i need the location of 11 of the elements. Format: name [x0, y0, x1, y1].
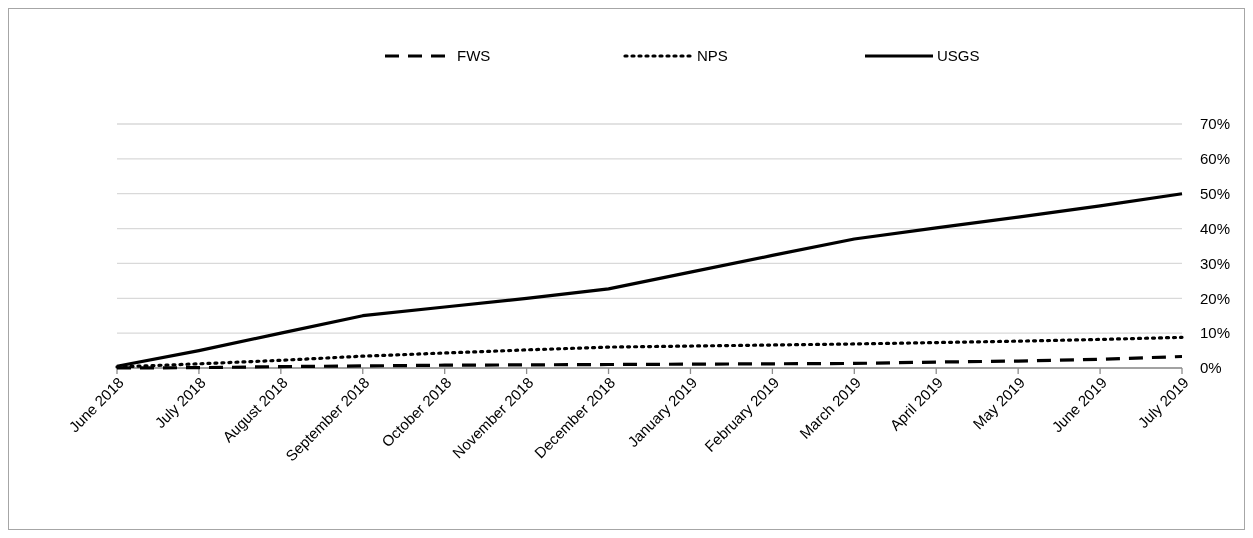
y-tick-label: 20% [1200, 289, 1231, 307]
y-tick-label: 40% [1200, 219, 1231, 237]
y-tick-label: 50% [1200, 184, 1231, 202]
legend-label: USGS [937, 47, 980, 65]
y-tick-label: 30% [1200, 254, 1231, 272]
legend-label: NPS [697, 47, 728, 65]
y-tick-label: 60% [1200, 150, 1231, 168]
y-tick-label: 10% [1200, 324, 1231, 342]
y-tick-label: 70% [1200, 115, 1231, 133]
y-tick-label: 0% [1200, 359, 1222, 377]
legend-label: FWS [457, 47, 491, 65]
